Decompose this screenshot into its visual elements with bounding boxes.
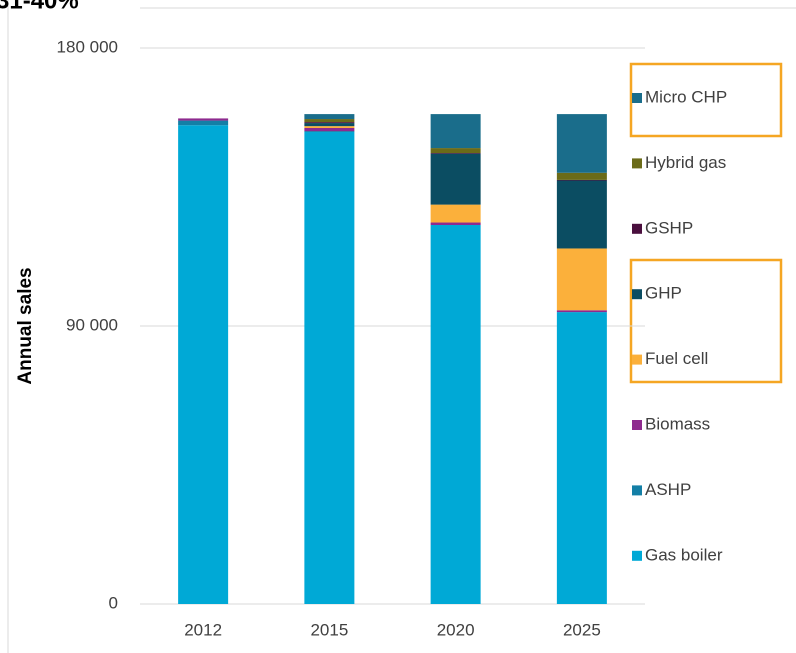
bar-segment [430, 222, 481, 225]
bar-segment [430, 204, 481, 223]
legend-label: Biomass [645, 414, 710, 433]
bar-segment [304, 131, 355, 133]
bar-segment [430, 153, 481, 154]
legend-swatch [632, 158, 642, 169]
legend-swatch [632, 93, 642, 103]
y-tick-label: 180 000 [57, 37, 118, 56]
bar-segment [430, 114, 481, 149]
bar-segment [304, 114, 355, 120]
bar-segment [556, 179, 607, 181]
y-tick-label: 0 [109, 593, 118, 612]
bar-segment [178, 125, 229, 604]
bar-segment [304, 123, 355, 127]
bar-segment [304, 122, 355, 124]
legend-label: Micro CHP [645, 87, 727, 106]
bar-segment [304, 128, 355, 132]
legend-label: ASHP [645, 480, 691, 499]
bar-segment [430, 224, 481, 604]
legend-label: Hybrid gas [645, 153, 726, 172]
bar-segment [304, 119, 355, 123]
legend-label: GHP [645, 284, 682, 303]
bar-segment [556, 114, 607, 173]
chart-title: 31-40% [0, 0, 79, 14]
bar-segment [304, 126, 355, 129]
bar-segment [556, 180, 607, 249]
highlight-box [629, 258, 783, 384]
legend-swatch [632, 223, 642, 234]
legend-label: Fuel cell [645, 349, 708, 368]
legend-swatch [632, 550, 642, 561]
bar-segment [430, 153, 481, 205]
x-tick-label: 2012 [184, 620, 222, 639]
bar-segment [304, 132, 355, 605]
bar-segment [556, 312, 607, 604]
bar-segment [556, 172, 607, 180]
legend-swatch [632, 289, 642, 300]
legend-label: Gas boiler [645, 545, 723, 564]
legend-swatch [632, 485, 642, 496]
legend-swatch [632, 420, 642, 430]
y-tick-label: 90 000 [66, 315, 118, 334]
legend-label: GSHP [645, 218, 693, 237]
x-tick-label: 2025 [563, 620, 601, 639]
bar-segment [178, 120, 229, 126]
bar-segment [556, 248, 607, 311]
x-tick-label: 2015 [310, 620, 348, 639]
x-tick-label: 2020 [437, 620, 475, 639]
bar-segment [430, 148, 481, 154]
highlight-box [629, 62, 783, 138]
legend-swatch [632, 354, 642, 365]
bar-segment [556, 310, 607, 313]
bar-segment [178, 118, 229, 121]
y-axis-label: Annual sales [15, 267, 36, 384]
